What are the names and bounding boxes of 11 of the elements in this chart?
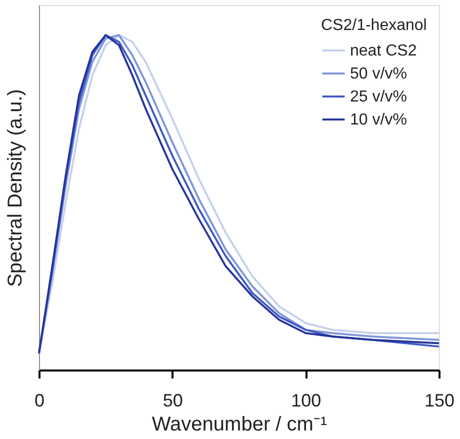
legend-label: 50 v/v% <box>350 66 407 82</box>
y-axis-title: Spectral Density (a.u.) <box>4 89 26 287</box>
legend-label: neat CS2 <box>350 42 417 60</box>
x-tick-label: 50 <box>162 390 183 410</box>
x-axis-title: Wavenumber / cm⁻¹ <box>152 414 328 436</box>
x-tick-label: 150 <box>424 390 455 410</box>
legend-label: 25 v/v% <box>350 88 407 106</box>
legend-title: CS2/1-hexanol <box>321 17 427 34</box>
x-tick-label: 100 <box>291 390 322 410</box>
legend-label: 10 v/v% <box>350 112 407 128</box>
x-tick-label: 0 <box>34 390 45 410</box>
